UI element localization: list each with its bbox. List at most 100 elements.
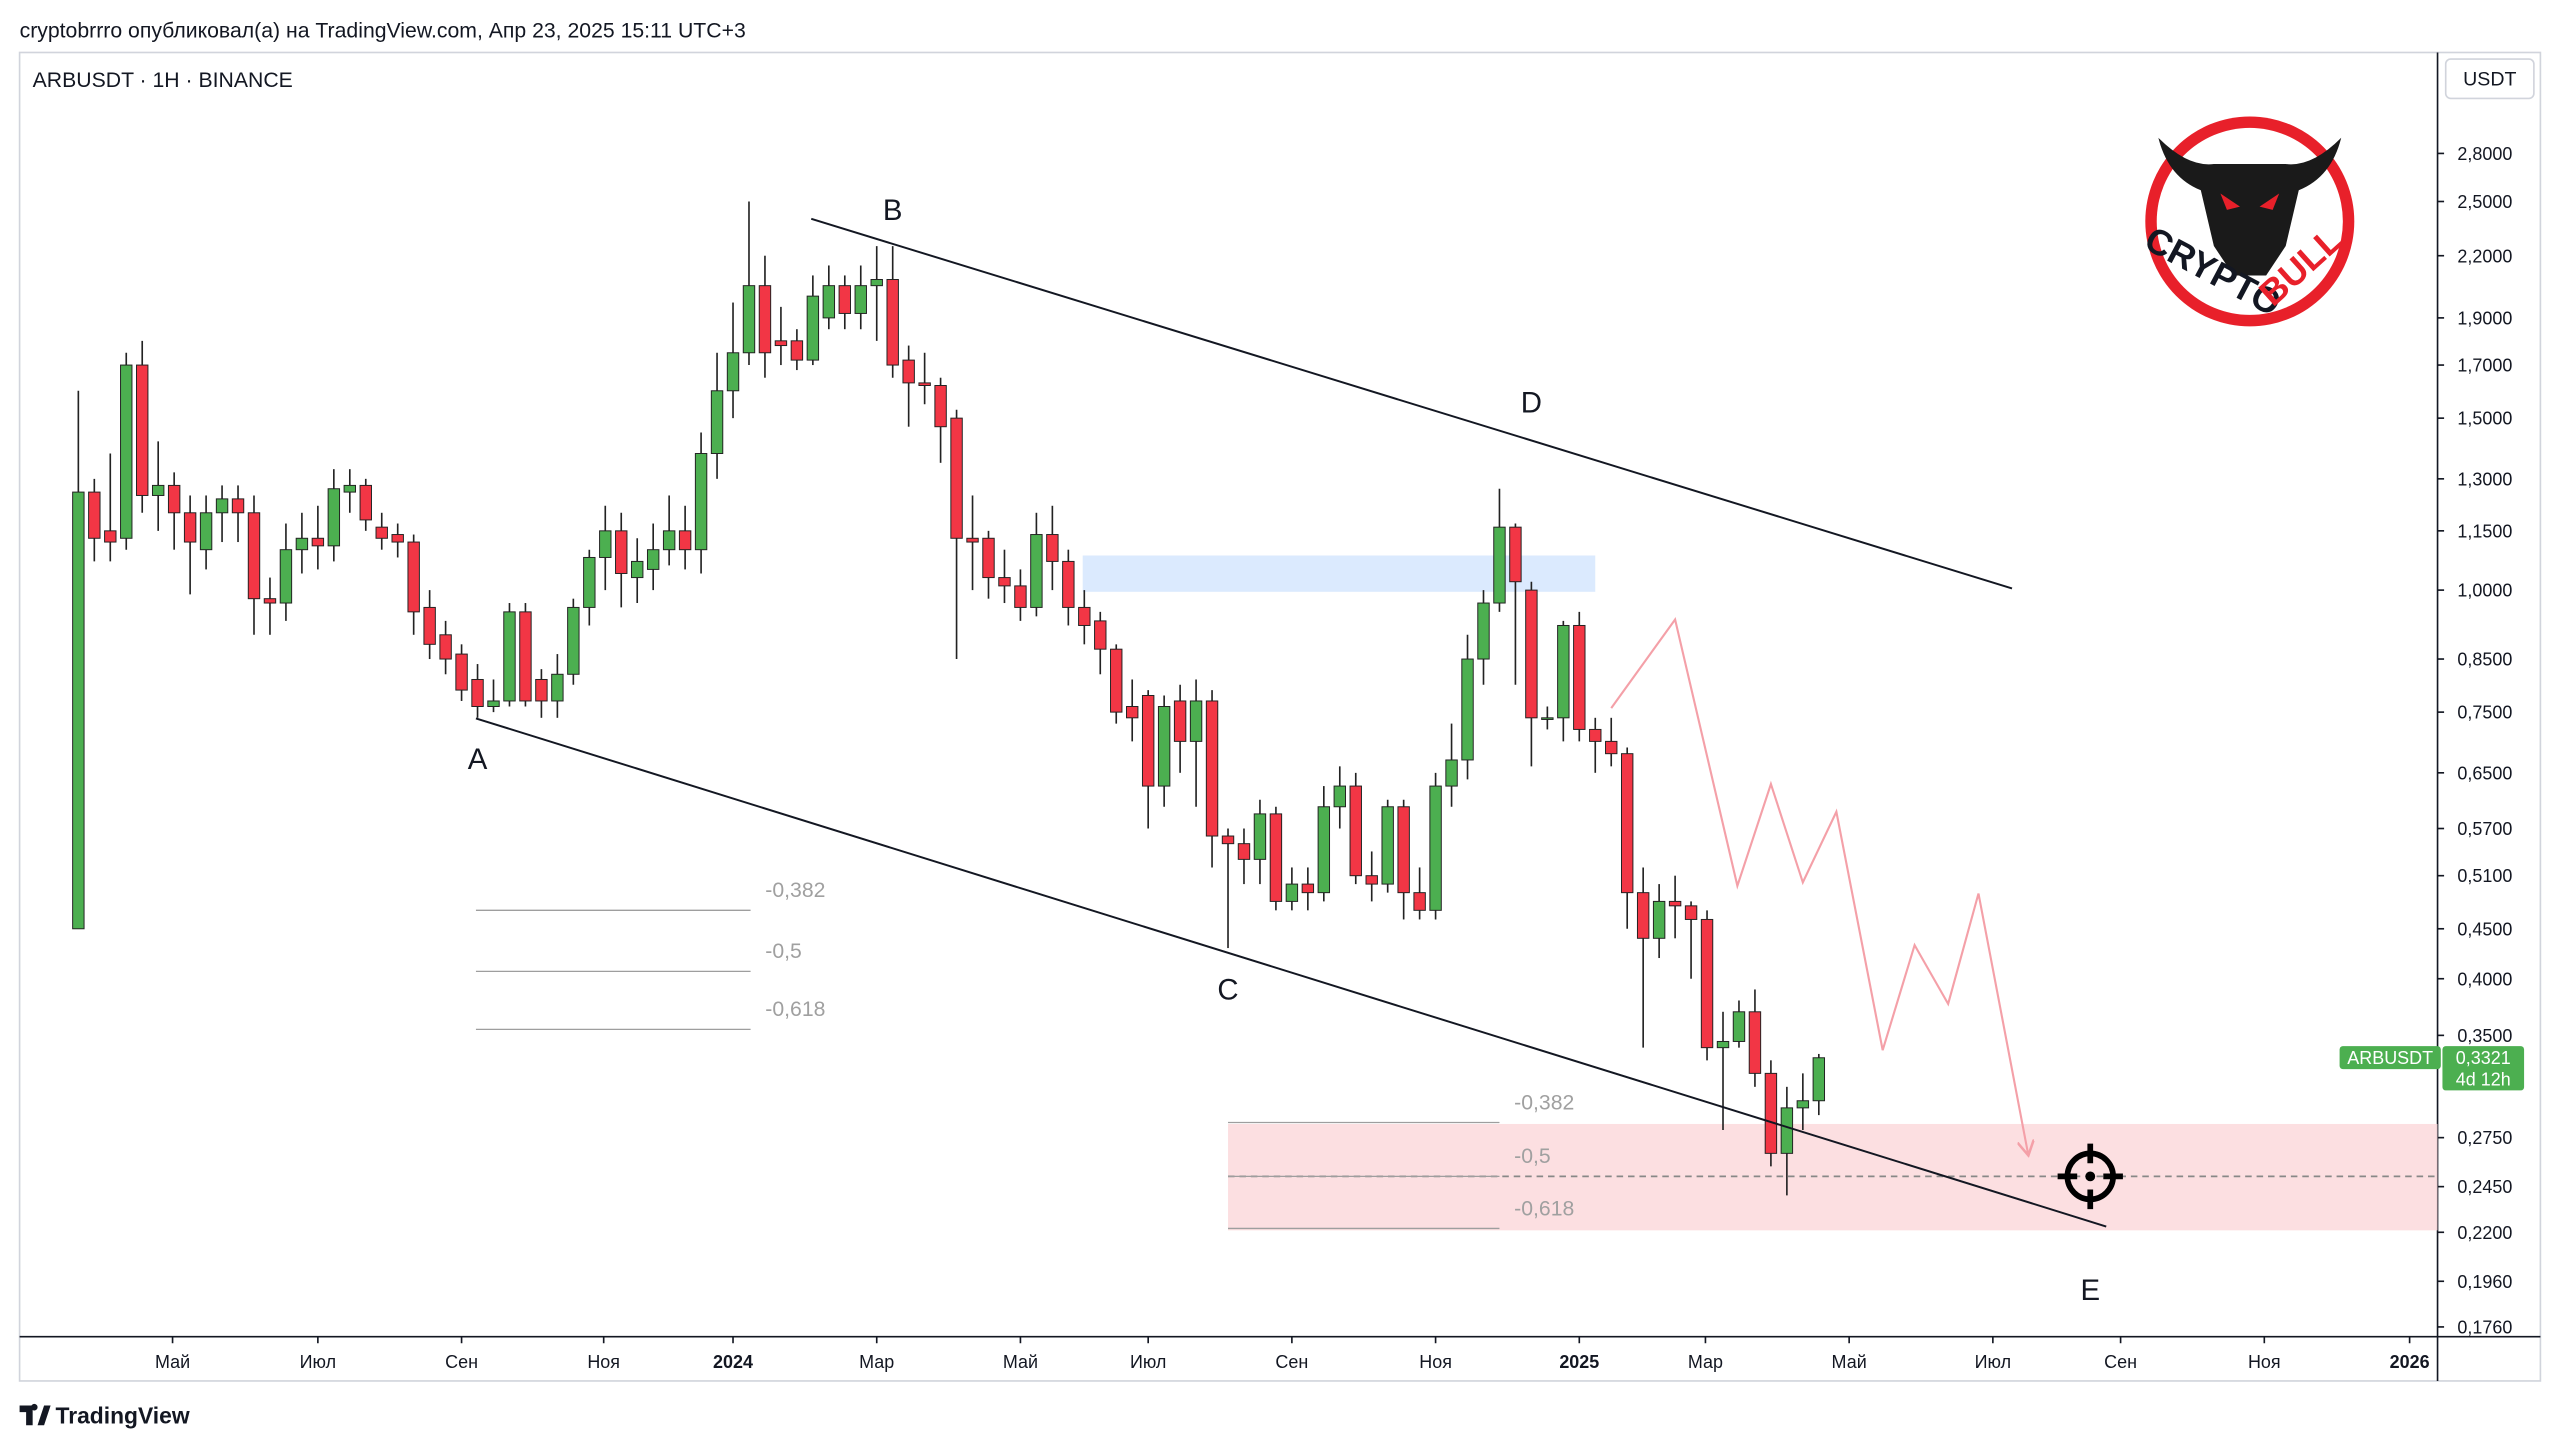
candle-body	[1062, 560, 1075, 608]
logo-bull	[2158, 137, 2342, 276]
candle-body	[1605, 740, 1618, 755]
wave-label: D	[1521, 387, 1542, 420]
candle-body	[279, 549, 293, 604]
x-tick-label: Май	[1832, 1352, 1867, 1372]
candle-body	[327, 488, 341, 547]
candle-body	[583, 556, 596, 608]
candle-body	[1397, 806, 1410, 894]
candle-body	[1094, 620, 1107, 650]
candle-body	[359, 484, 372, 521]
candle-body	[1684, 905, 1698, 920]
y-tick-label: 1,0000	[2457, 581, 2512, 601]
y-tick-label: 1,3000	[2457, 469, 2512, 489]
y-tick-label: 2,8000	[2457, 144, 2512, 164]
candle-body	[1445, 759, 1458, 787]
candle-body	[1205, 700, 1219, 837]
candle-body	[407, 541, 420, 613]
currency-box[interactable]	[2444, 58, 2535, 100]
candle-body	[471, 678, 484, 707]
price-tag	[2442, 1046, 2525, 1091]
x-tick-label: Май	[155, 1352, 190, 1372]
candle-body	[1014, 585, 1027, 608]
candle-body	[1668, 900, 1682, 907]
candle-body	[1285, 883, 1299, 902]
candle-body	[1381, 806, 1394, 885]
candle-body	[599, 530, 612, 558]
candle-body	[1030, 534, 1043, 608]
candle-body	[375, 526, 388, 539]
candle-body	[1557, 624, 1570, 719]
candle-body	[1141, 694, 1155, 787]
x-tick-label: Июл	[300, 1352, 336, 1372]
candle-body	[758, 285, 772, 354]
candle-body	[678, 530, 692, 551]
x-tick-label: Сен	[2104, 1352, 2137, 1372]
y-tick-label: 0,1760	[2457, 1317, 2512, 1337]
candle-body	[646, 549, 660, 570]
x-tick-label: Ноя	[2248, 1352, 2281, 1372]
candle-body	[1509, 526, 1522, 583]
candle-body	[343, 484, 357, 493]
candle-body	[966, 537, 979, 543]
fib-label: -0,5	[765, 939, 802, 963]
candle-body	[1541, 717, 1554, 720]
y-tick-label: 1,5000	[2457, 409, 2512, 429]
symbol-tag	[2339, 1046, 2441, 1070]
trendline	[810, 217, 2013, 590]
y-tick-label: 0,2750	[2457, 1128, 2512, 1148]
candle-body	[1812, 1057, 1826, 1102]
published-note: cryptobrrro опубликовал(а) на TradingVie…	[20, 19, 746, 43]
candle-body	[1237, 843, 1251, 860]
candle-body	[950, 417, 963, 539]
candle-body	[535, 678, 548, 702]
candle-body	[1046, 534, 1059, 562]
candle-body	[503, 611, 516, 702]
symbol: ARBUSDT · 1H · BINANCE	[33, 68, 293, 92]
x-tick-label: 2025	[1559, 1352, 1599, 1372]
candle-body	[1780, 1107, 1794, 1154]
x-tick-label: Ноя	[1419, 1352, 1452, 1372]
candle-body	[1269, 813, 1283, 902]
candle-body	[934, 385, 947, 428]
price-tag-label: 0,3321	[2456, 1048, 2511, 1068]
candle-body	[455, 653, 468, 691]
candle-body	[998, 577, 1011, 587]
x-tick-label: Ноя	[587, 1352, 620, 1372]
candle-body	[263, 598, 277, 604]
candle-body	[1573, 624, 1586, 730]
candle-body	[1525, 589, 1538, 719]
fib-label: -0,5	[1514, 1144, 1551, 1168]
candle-body	[1365, 875, 1378, 885]
brand-name: TradingView	[56, 1403, 190, 1429]
y-tick-label: 0,5700	[2457, 819, 2512, 839]
candle-body	[774, 340, 788, 347]
candle-body	[1652, 900, 1666, 939]
candle-body	[726, 352, 740, 392]
x-tick-label: 2026	[2390, 1352, 2430, 1372]
candle-body	[1126, 706, 1139, 719]
candle-body	[1796, 1100, 1810, 1109]
candle-body	[870, 279, 883, 287]
target-zone	[1228, 1123, 2438, 1231]
candle-body	[215, 498, 229, 514]
countdown: 4d 12h	[2456, 1069, 2511, 1089]
candle-body	[1349, 785, 1362, 877]
candle-body	[295, 537, 309, 551]
candle-body	[247, 512, 261, 600]
candle-body	[854, 285, 867, 314]
candle-body	[1700, 918, 1714, 1049]
logo-eyes	[2220, 193, 2280, 210]
y-tick-label: 0,1960	[2457, 1272, 2512, 1292]
candle-body	[487, 700, 500, 707]
y-tick-label: 0,7500	[2457, 703, 2512, 723]
candle-body	[694, 453, 708, 551]
candle-body	[1333, 785, 1346, 808]
candle-body	[631, 560, 644, 579]
candle-body	[311, 537, 325, 547]
candle-body	[183, 512, 197, 543]
candle-body	[1477, 602, 1490, 660]
candle-body	[199, 512, 213, 551]
candle-body	[1461, 658, 1474, 761]
candle-body	[1301, 883, 1315, 894]
